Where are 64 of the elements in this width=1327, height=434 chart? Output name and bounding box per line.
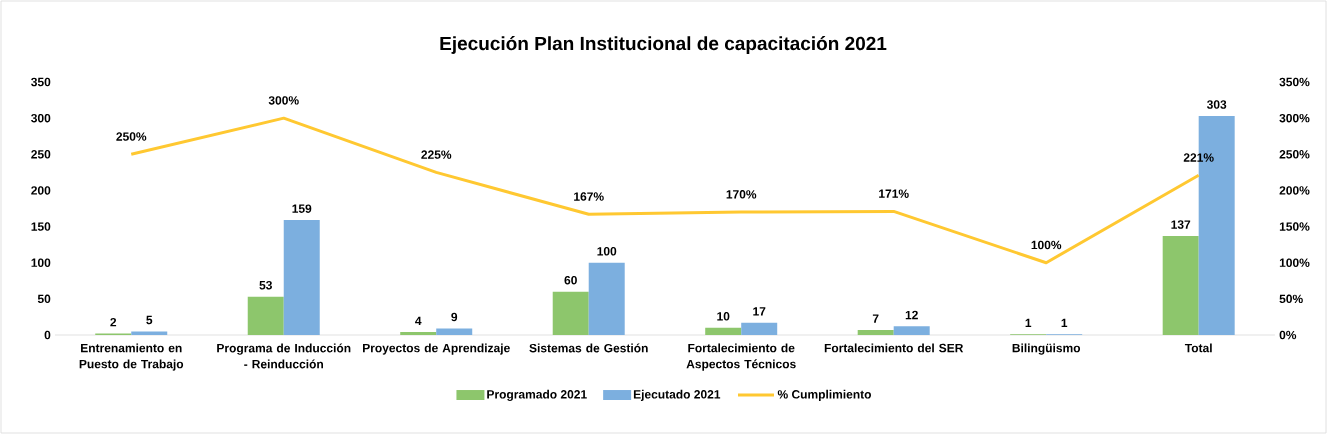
x-tick-label: Fortalecimiento del SER bbox=[824, 343, 964, 353]
x-tick-label: Fortalecimiento de Aspectos Técnicos bbox=[686, 343, 796, 371]
data-label: 1 bbox=[1061, 318, 1068, 328]
data-label: 2 bbox=[110, 317, 117, 327]
y-tick-label: 0 bbox=[44, 330, 51, 340]
data-label: 170% bbox=[726, 190, 757, 199]
bar bbox=[893, 326, 930, 335]
legend-label: Programado 2021 bbox=[487, 389, 587, 402]
data-label: 4 bbox=[415, 316, 422, 325]
bar bbox=[552, 291, 589, 335]
data-label: 9 bbox=[451, 312, 458, 322]
data-label: 53 bbox=[259, 280, 272, 290]
data-label: 100% bbox=[1031, 240, 1062, 250]
data-label: 225% bbox=[421, 150, 452, 159]
data-label: 303 bbox=[1206, 100, 1227, 109]
x-tick-label: Proyectos de Aprendizaje bbox=[363, 343, 510, 355]
y-tick-label: 300 bbox=[31, 113, 51, 123]
y-tick-label: 350 bbox=[31, 77, 51, 87]
legend-label: % Cumplimiento bbox=[777, 389, 872, 401]
y2-tick-label: 350% bbox=[1279, 77, 1310, 87]
bar bbox=[857, 329, 894, 335]
y-tick-label: 50 bbox=[37, 294, 51, 304]
y2-tick-label: 150% bbox=[1279, 222, 1310, 231]
y-tick-label: 150 bbox=[31, 222, 51, 231]
y2-tick-label: 200% bbox=[1279, 186, 1310, 195]
bar bbox=[283, 220, 320, 335]
y2-tick-label: 100% bbox=[1279, 258, 1310, 267]
y2-tick-label: 0% bbox=[1279, 330, 1297, 340]
data-label: 167% bbox=[574, 192, 604, 201]
y-tick-label: 200 bbox=[31, 186, 51, 195]
legend-label: Ejecutado 2021 bbox=[633, 389, 721, 401]
bar bbox=[131, 331, 168, 335]
y2-tick-label: 250% bbox=[1279, 150, 1310, 159]
bar bbox=[588, 262, 625, 335]
bar bbox=[741, 322, 778, 335]
data-label: 60 bbox=[564, 275, 577, 285]
data-label: 12 bbox=[905, 310, 918, 320]
y-tick-label: 100 bbox=[31, 258, 51, 267]
y2-tick-label: 50% bbox=[1279, 294, 1303, 304]
data-label: 171% bbox=[879, 189, 909, 198]
data-label: 250% bbox=[116, 132, 147, 141]
x-tick-label: Programa de Inducción - Reinducción bbox=[217, 343, 351, 369]
data-label: 100 bbox=[597, 247, 617, 256]
bar bbox=[436, 328, 473, 335]
y2-tick-label: 300% bbox=[1279, 113, 1310, 123]
x-tick-label: Sistemas de Gestión bbox=[529, 343, 648, 353]
data-label: 5 bbox=[146, 315, 153, 325]
data-label: 159 bbox=[292, 204, 312, 213]
data-label: 221% bbox=[1183, 153, 1214, 162]
data-label: 17 bbox=[753, 307, 766, 316]
bar bbox=[247, 296, 284, 335]
data-label: 1 bbox=[1025, 318, 1032, 328]
chart-title: Ejecución Plan Institucional de capacitación 2021 bbox=[440, 36, 887, 54]
x-tick-label: Bilingüismo bbox=[1012, 343, 1081, 355]
data-label: 137 bbox=[1171, 220, 1191, 229]
bar bbox=[705, 327, 742, 335]
x-tick-label: Total bbox=[1184, 343, 1212, 353]
data-label: 10 bbox=[717, 312, 730, 321]
data-label: 7 bbox=[872, 314, 879, 323]
bar bbox=[1162, 235, 1199, 335]
y-tick-label: 250 bbox=[31, 150, 51, 159]
x-tick-label: Entrenamiento en Puesto de Trabajo bbox=[79, 343, 184, 371]
data-label: 300% bbox=[268, 96, 299, 105]
bar bbox=[400, 332, 437, 335]
